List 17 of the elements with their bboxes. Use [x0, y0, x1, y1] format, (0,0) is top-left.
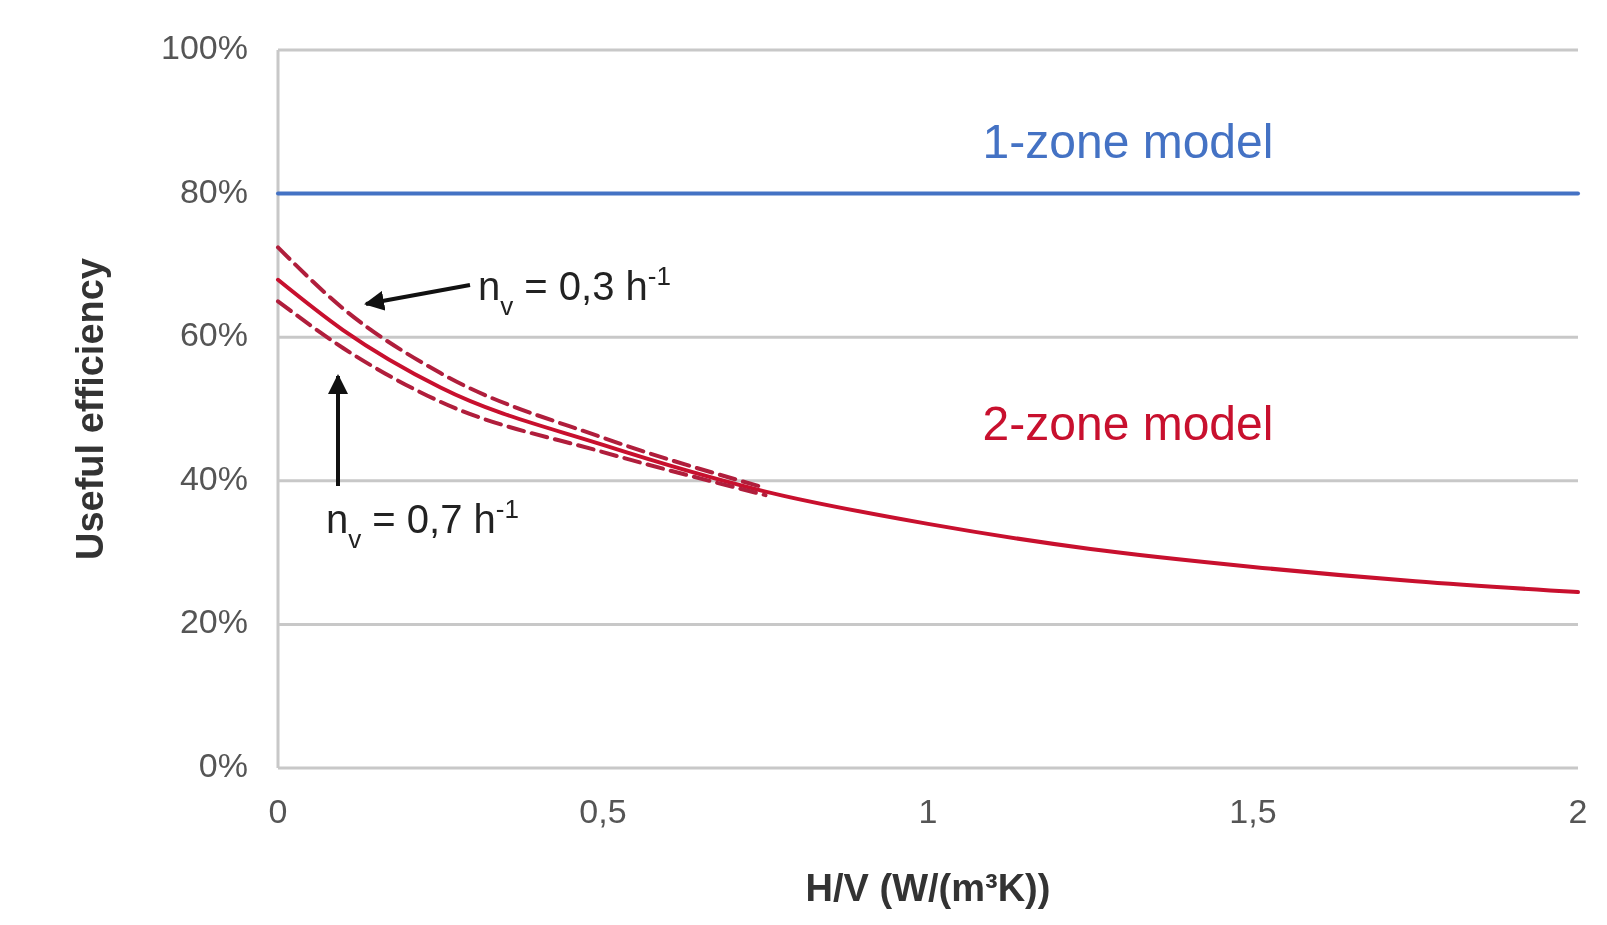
y-axis-title: Useful efficiency [69, 258, 111, 560]
y-tick-label: 20% [179, 602, 248, 641]
x-tick-label: 1 [918, 792, 938, 830]
y-tick-label: 100% [161, 27, 248, 66]
series-label: 2-zone model [982, 397, 1274, 450]
x-tick-label: 0,5 [579, 792, 627, 830]
y-tick-label: 40% [179, 458, 248, 497]
y-tick-label: 80% [179, 171, 248, 210]
y-tick-label: 0% [198, 745, 248, 784]
x-tick-label: 0 [268, 792, 288, 830]
series-label: 1-zone model [982, 115, 1274, 168]
x-tick-label: 1,5 [1229, 792, 1277, 830]
x-axis-title: H/V (W/(m³K)) [805, 867, 1051, 909]
series-label: n$_{v}$ = 0,3 h$^{-1}$ [478, 261, 671, 321]
series-label: n$_{v}$ = 0,7 h$^{-1}$ [326, 494, 519, 554]
x-tick-label: 2 [1568, 792, 1588, 830]
y-tick-label: 60% [179, 315, 248, 354]
